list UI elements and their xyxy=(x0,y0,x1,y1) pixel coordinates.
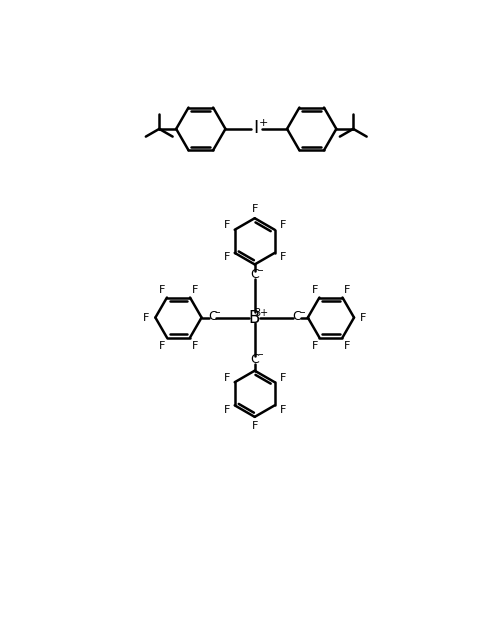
Text: –: – xyxy=(215,307,220,317)
Text: F: F xyxy=(224,220,230,230)
Text: –: – xyxy=(300,307,306,317)
Text: C: C xyxy=(250,268,259,281)
Text: F: F xyxy=(143,312,150,322)
Text: –: – xyxy=(258,349,263,359)
Text: F: F xyxy=(159,341,166,351)
Text: I: I xyxy=(254,119,259,137)
Text: F: F xyxy=(224,405,230,415)
Text: F: F xyxy=(192,284,198,294)
Text: F: F xyxy=(224,253,230,262)
Text: F: F xyxy=(344,341,350,351)
Text: +: + xyxy=(258,118,268,127)
Text: F: F xyxy=(280,372,286,382)
Text: C: C xyxy=(208,310,216,323)
Text: 3+: 3+ xyxy=(254,308,268,318)
Text: F: F xyxy=(252,421,258,431)
Text: F: F xyxy=(312,341,318,351)
Text: F: F xyxy=(224,372,230,382)
Text: B: B xyxy=(248,309,260,326)
Text: F: F xyxy=(252,204,258,214)
Text: F: F xyxy=(280,253,286,262)
Text: –: – xyxy=(258,265,263,275)
Text: F: F xyxy=(312,284,318,294)
Text: C: C xyxy=(250,352,259,366)
Text: F: F xyxy=(280,220,286,230)
Text: F: F xyxy=(280,405,286,415)
Text: F: F xyxy=(192,341,198,351)
Text: F: F xyxy=(360,312,366,322)
Text: F: F xyxy=(344,284,350,294)
Text: F: F xyxy=(159,284,166,294)
Text: C: C xyxy=(292,310,302,323)
